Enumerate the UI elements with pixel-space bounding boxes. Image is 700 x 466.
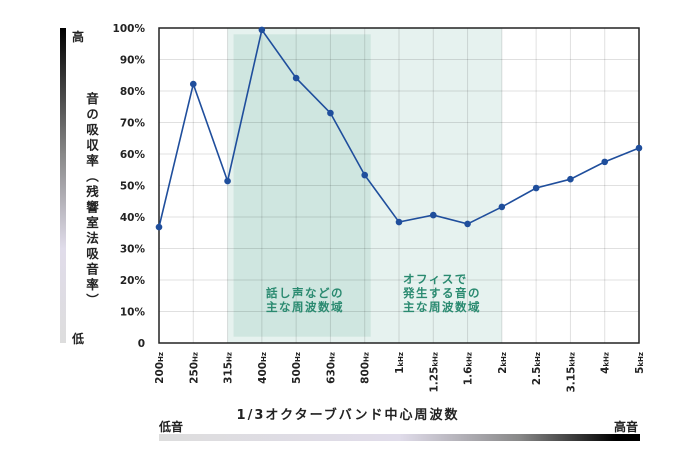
horizontal-gradient-bar (159, 434, 640, 441)
x-tick-label: 2.5kHz (531, 352, 543, 385)
x-tick-label: 3.15kHz (565, 352, 577, 393)
vertical-gradient-bar (60, 28, 66, 343)
y-tick-label: 30% (120, 244, 146, 256)
data-point (361, 171, 369, 179)
data-point (258, 26, 266, 34)
x-tick-label: 1.6kHz (463, 352, 475, 385)
data-point (155, 223, 163, 231)
data-point (498, 203, 506, 211)
office-region-label: 主な周波数域 (403, 300, 481, 314)
y-tick-label: 0 (138, 338, 145, 350)
data-point (532, 184, 540, 192)
data-point (601, 158, 609, 166)
data-point (292, 74, 300, 82)
y-tick-label: 10% (120, 307, 146, 319)
y-tick-label: 20% (120, 275, 146, 287)
high-tone-label: 高音 (614, 420, 639, 434)
data-point (567, 175, 574, 183)
y-tick-label: 80% (120, 86, 146, 98)
y-tick-label: 50% (120, 181, 146, 193)
data-point (464, 220, 471, 228)
x-tick-label: 630Hz (325, 352, 337, 384)
y-tick-label: 60% (120, 149, 146, 161)
office-region-label: 発生する音の (402, 286, 481, 300)
x-tick-label: 200Hz (154, 352, 166, 384)
y-low-label: 低 (72, 332, 85, 346)
y-tick-label: 40% (120, 212, 146, 224)
x-tick-label: 500Hz (291, 352, 303, 384)
x-axis-label: 1/3オクターブバンド中心周波数 (236, 408, 460, 423)
x-tick-label: 2kHz (497, 352, 509, 374)
x-tick-label: 1kHz (394, 352, 406, 374)
y-tick-label: 90% (120, 55, 146, 67)
data-point (327, 109, 334, 117)
x-tick-label: 250Hz (188, 352, 200, 384)
x-tick-label: 1.25kHz (428, 352, 440, 393)
x-tick-label: 800Hz (360, 352, 372, 384)
data-point (429, 211, 437, 219)
y-high-label: 高 (72, 30, 85, 44)
office-region-label: オフィスで (403, 272, 468, 286)
x-tick-label: 4kHz (600, 352, 612, 374)
data-point (395, 218, 403, 226)
data-point (224, 177, 231, 185)
plot-frame (158, 27, 640, 344)
data-point (189, 80, 197, 88)
x-tick-label: 400Hz (257, 352, 269, 384)
speech-region-label: 主な周波数域 (266, 300, 344, 314)
y-tick-label: 100% (113, 23, 146, 35)
x-tick-label: 5kHz (634, 352, 646, 374)
low-tone-label: 低音 (159, 420, 184, 434)
data-point (635, 144, 643, 152)
speech-region-label: 話し声などの (266, 286, 344, 300)
y-tick-label: 70% (120, 118, 146, 130)
x-tick-label: 315Hz (223, 352, 235, 384)
y-axis-label: 音の吸収率（残響室法吸音率） (84, 92, 99, 309)
